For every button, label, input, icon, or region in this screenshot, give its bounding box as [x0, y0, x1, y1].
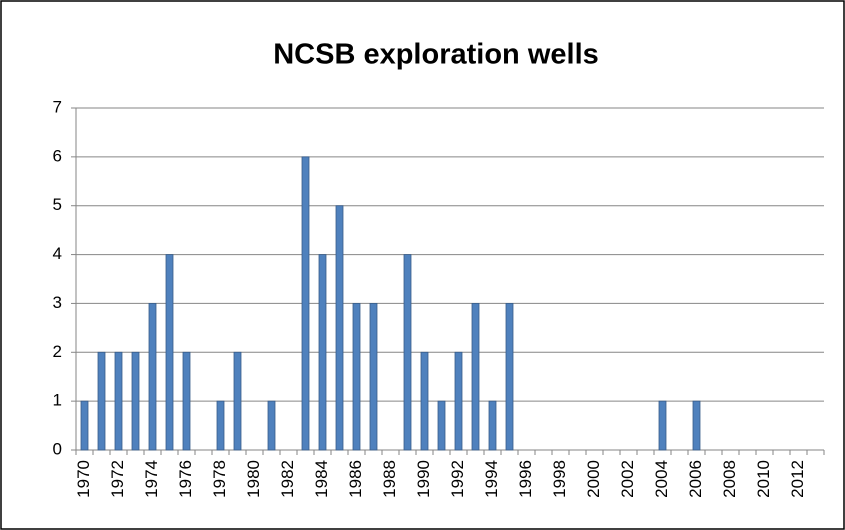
y-tick-label: 0: [53, 439, 62, 458]
y-tick-label: 1: [53, 391, 62, 410]
y-tick-label: 3: [53, 293, 62, 312]
x-tick-label: 1986: [346, 460, 365, 498]
x-tick-label: 1978: [210, 460, 229, 498]
bar: [335, 205, 344, 451]
bar: [267, 400, 276, 451]
bar: [369, 303, 378, 451]
chart-title: NCSB exploration wells: [273, 39, 599, 71]
bar: [692, 400, 701, 451]
bar: [165, 254, 174, 451]
x-tick-label: 1980: [244, 460, 263, 498]
x-tick-label: 2002: [618, 460, 637, 498]
x-tick-label: 1982: [278, 460, 297, 498]
x-tick-label: 2000: [584, 460, 603, 498]
bar: [97, 351, 106, 451]
x-tick-label: 2008: [720, 460, 739, 498]
x-tick-label: 2010: [754, 460, 773, 498]
bar: [233, 351, 242, 451]
y-tick-label: 7: [53, 97, 62, 116]
x-tick-label: 1970: [74, 460, 93, 498]
bar: [318, 254, 327, 451]
bar: [80, 400, 89, 451]
bar: [216, 400, 225, 451]
x-tick-label: 2004: [652, 460, 671, 498]
bar: [505, 303, 514, 451]
bar: [488, 400, 497, 451]
bar: [471, 303, 480, 451]
x-tick-label: 1988: [380, 460, 399, 498]
bar: [658, 400, 667, 451]
y-tick-label: 2: [53, 342, 62, 361]
x-tick-label: 1976: [176, 460, 195, 498]
x-tick-label: 1996: [516, 460, 535, 498]
bar: [301, 156, 310, 451]
bar: [352, 303, 361, 451]
bar: [454, 351, 463, 451]
x-tick-label: 1990: [414, 460, 433, 498]
x-tick-label: 1984: [312, 460, 331, 498]
y-tick-label: 4: [53, 244, 62, 263]
y-tick-label: 6: [53, 146, 62, 165]
bar: [403, 254, 412, 451]
x-tick-label: 2012: [788, 460, 807, 498]
x-tick-label: 1998: [550, 460, 569, 498]
y-tick-label: 5: [53, 195, 62, 214]
bar: [114, 351, 123, 451]
bar: [182, 351, 191, 451]
bar: [437, 400, 446, 451]
x-tick-label: 1992: [448, 460, 467, 498]
bar: [420, 351, 429, 451]
bar: [131, 351, 140, 451]
x-tick-label: 1972: [108, 460, 127, 498]
x-tick-label: 1994: [482, 460, 501, 498]
bar: [148, 303, 157, 451]
x-tick-label: 1974: [142, 460, 161, 498]
x-tick-label: 2006: [686, 460, 705, 498]
